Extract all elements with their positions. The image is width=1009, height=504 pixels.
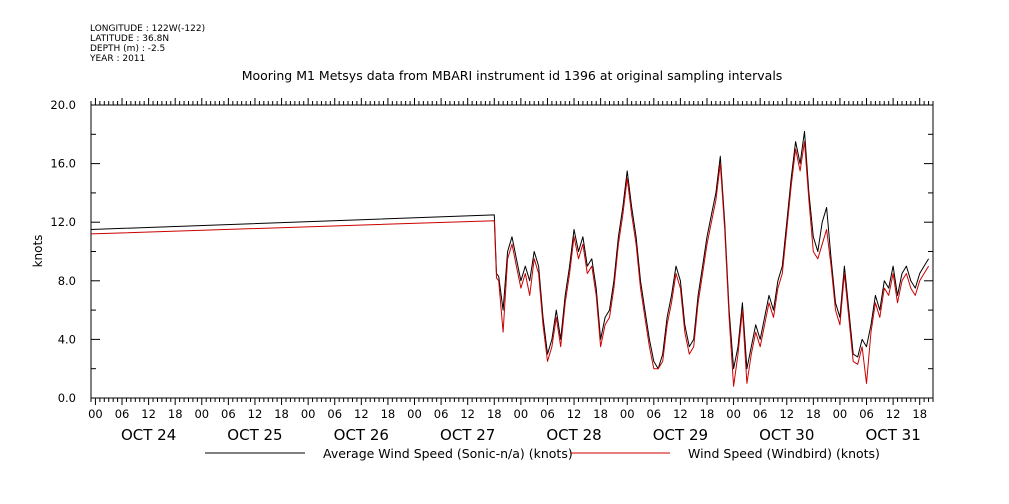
x-day-label: OCT 27 — [440, 426, 495, 444]
x-tick-label: 06 — [327, 407, 342, 421]
legend: Average Wind Speed (Sonic-n/a) (knots) Wi… — [205, 446, 880, 461]
x-tick-label: 00 — [194, 407, 209, 421]
x-tick-label: 06 — [859, 407, 874, 421]
x-tick-label: 18 — [168, 407, 183, 421]
y-tick-label: 12.0 — [50, 215, 76, 229]
series-layer — [90, 130, 930, 387]
series-line-0 — [90, 130, 930, 370]
x-tick-label: 06 — [540, 407, 555, 421]
x-tick-label: 06 — [753, 407, 768, 421]
meta-longitude: LONGITUDE : 122W(-122) — [90, 24, 205, 34]
x-day-label: OCT 28 — [546, 426, 601, 444]
x-day-label: OCT 31 — [865, 426, 920, 444]
x-tick-label: 12 — [141, 407, 156, 421]
y-axis-label: knots — [31, 235, 45, 268]
x-tick-label: 00 — [726, 407, 741, 421]
x-day-label: OCT 29 — [653, 426, 708, 444]
x-tick-label: 06 — [115, 407, 130, 421]
x-day-label: OCT 30 — [759, 426, 814, 444]
x-tick-label: 00 — [620, 407, 635, 421]
x-tick-label: 00 — [833, 407, 848, 421]
x-tick-label: 12 — [567, 407, 582, 421]
y-tick-label: 8.0 — [58, 274, 76, 288]
x-tick-label: 12 — [460, 407, 475, 421]
meta-year: YEAR : 2011 — [89, 54, 145, 64]
series-line-1 — [90, 141, 930, 387]
x-tick-label: 18 — [806, 407, 821, 421]
x-day-label: OCT 24 — [121, 426, 176, 444]
x-tick-label: 18 — [700, 407, 715, 421]
x-tick-label: 12 — [248, 407, 263, 421]
x-tick-label: 06 — [434, 407, 449, 421]
x-tick-label: 00 — [88, 407, 103, 421]
y-tick-label: 0.0 — [58, 391, 76, 405]
x-tick-label: 06 — [221, 407, 236, 421]
chart-title: Mooring M1 Metsys data from MBARI instru… — [242, 68, 783, 83]
plot-frame — [90, 104, 934, 399]
y-tick-label: 20.0 — [50, 98, 76, 112]
legend-label-1: Wind Speed (Windbird) (knots) — [688, 446, 880, 461]
x-tick-label: 18 — [593, 407, 608, 421]
legend-label-0: Average Wind Speed (Sonic-n/a) (knots) — [323, 446, 573, 461]
meta-latitude: LATITUDE : 36.8N — [90, 34, 169, 44]
axis-ticks — [90, 98, 934, 405]
x-tick-label: 00 — [407, 407, 422, 421]
x-day-label: OCT 25 — [227, 426, 282, 444]
x-tick-label: 06 — [646, 407, 661, 421]
y-tick-label: 4.0 — [58, 332, 76, 346]
x-tick-label: 18 — [381, 407, 396, 421]
x-tick-label: 12 — [354, 407, 369, 421]
x-tick-label: 00 — [514, 407, 529, 421]
x-tick-label: 18 — [487, 407, 502, 421]
x-tick-label: 12 — [673, 407, 688, 421]
x-tick-label: 12 — [779, 407, 794, 421]
x-tick-label: 18 — [274, 407, 289, 421]
x-tick-label: 12 — [886, 407, 901, 421]
axis-labels: 00 06 12 18 00 06 12 18 00 06 12 18 00 06 12 18 00 06 12 18… — [50, 98, 927, 444]
meta-depth: DEPTH (m) : -2.5 — [90, 44, 165, 54]
x-tick-label: 00 — [301, 407, 316, 421]
x-day-label: OCT 26 — [334, 426, 389, 444]
y-tick-label: 16.0 — [50, 157, 76, 171]
x-tick-label: 18 — [912, 407, 927, 421]
